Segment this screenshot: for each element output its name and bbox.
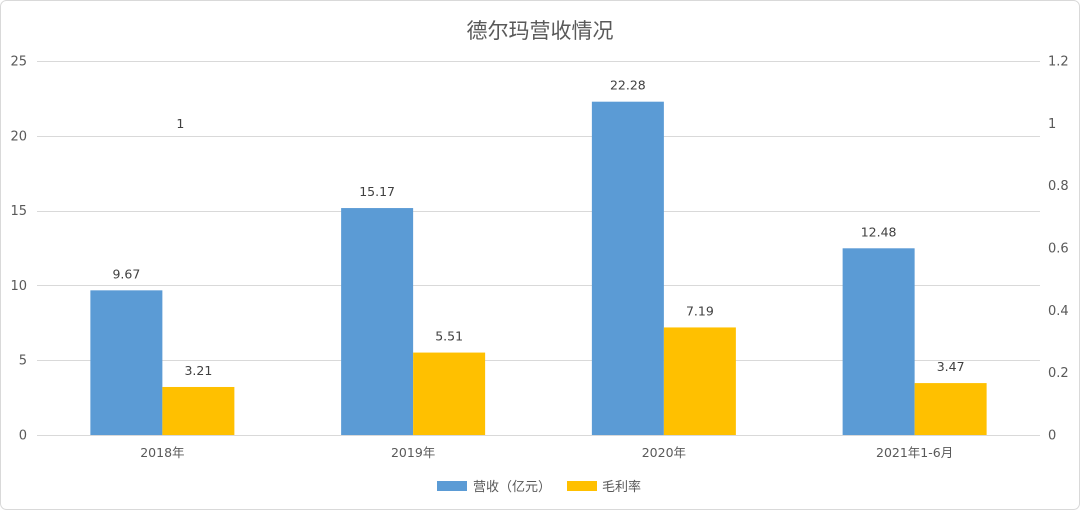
right-axis-tick-label: 0: [1048, 429, 1056, 444]
right-axis-tick-label: 0.4: [1048, 304, 1069, 319]
annotation-label-0: 1: [176, 116, 184, 131]
left-axis-tick-label: 5: [19, 354, 27, 369]
right-axis: 0 0.2 0.4 0.6 0.8 1 1.2: [1048, 55, 1069, 444]
legend-swatch-gross-margin: [567, 481, 597, 491]
right-axis-tick-label: 0.8: [1048, 179, 1069, 194]
bar-series-0-cat-1: [341, 208, 414, 435]
data-label-series-1-cat-3: 3.47: [937, 359, 965, 374]
left-axis-tick-label: 10: [10, 279, 27, 294]
legend-item-gross-margin[interactable]: 毛利率: [567, 479, 641, 495]
x-axis-tick-label: 2020年: [642, 445, 686, 460]
data-label-series-0-cat-2: 22.28: [610, 78, 646, 93]
data-labels: 9.67 15.17 22.28 12.48 3.21 5.51 7.19 3.47: [112, 78, 964, 378]
bar-series-0-cat-3: [842, 248, 915, 435]
bars: [90, 101, 987, 436]
left-axis-tick-label: 0: [19, 429, 27, 444]
legend-item-revenue[interactable]: 营收（亿元）: [437, 480, 551, 495]
legend: 营收（亿元） 毛利率: [437, 479, 641, 495]
right-axis-tick-label: 0.6: [1048, 242, 1069, 257]
legend-label-revenue: 营收（亿元）: [473, 480, 551, 495]
chart-title: 德尔玛营收情况: [467, 19, 614, 43]
left-axis-tick-label: 20: [10, 129, 27, 144]
bar-series-0-cat-0: [90, 290, 163, 435]
bar-series-1-cat-1: [413, 352, 486, 435]
legend-label-gross-margin: 毛利率: [602, 479, 641, 495]
bar-series-1-cat-2: [663, 327, 736, 435]
data-label-series-0-cat-3: 12.48: [861, 224, 897, 239]
data-label-series-1-cat-1: 5.51: [435, 329, 463, 344]
x-axis: 2018年 2019年 2020年 2021年1-6月: [140, 445, 953, 460]
x-axis-tick-label: 2018年: [140, 445, 184, 460]
x-axis-tick-label: 2019年: [391, 445, 435, 460]
left-axis-tick-label: 15: [10, 204, 27, 219]
data-label-series-0-cat-0: 9.67: [112, 266, 140, 281]
bar-series-1-cat-3: [914, 383, 987, 435]
left-axis-tick-label: 25: [10, 55, 27, 70]
data-label-series-0-cat-1: 15.17: [359, 184, 395, 199]
data-label-series-1-cat-0: 3.21: [184, 363, 212, 378]
right-axis-tick-label: 1.2: [1048, 55, 1069, 70]
legend-swatch-revenue: [437, 481, 467, 491]
left-axis: 0 5 10 15 20 25: [10, 55, 27, 444]
right-axis-tick-label: 1: [1048, 117, 1056, 132]
bar-series-0-cat-2: [591, 101, 664, 436]
data-label-series-1-cat-2: 7.19: [686, 303, 714, 318]
x-axis-tick-label: 2021年1-6月: [876, 445, 953, 460]
bar-series-1-cat-0: [162, 386, 235, 435]
annotations: 1: [176, 116, 184, 131]
right-axis-tick-label: 0.2: [1048, 366, 1069, 381]
gridlines: [37, 61, 1040, 436]
